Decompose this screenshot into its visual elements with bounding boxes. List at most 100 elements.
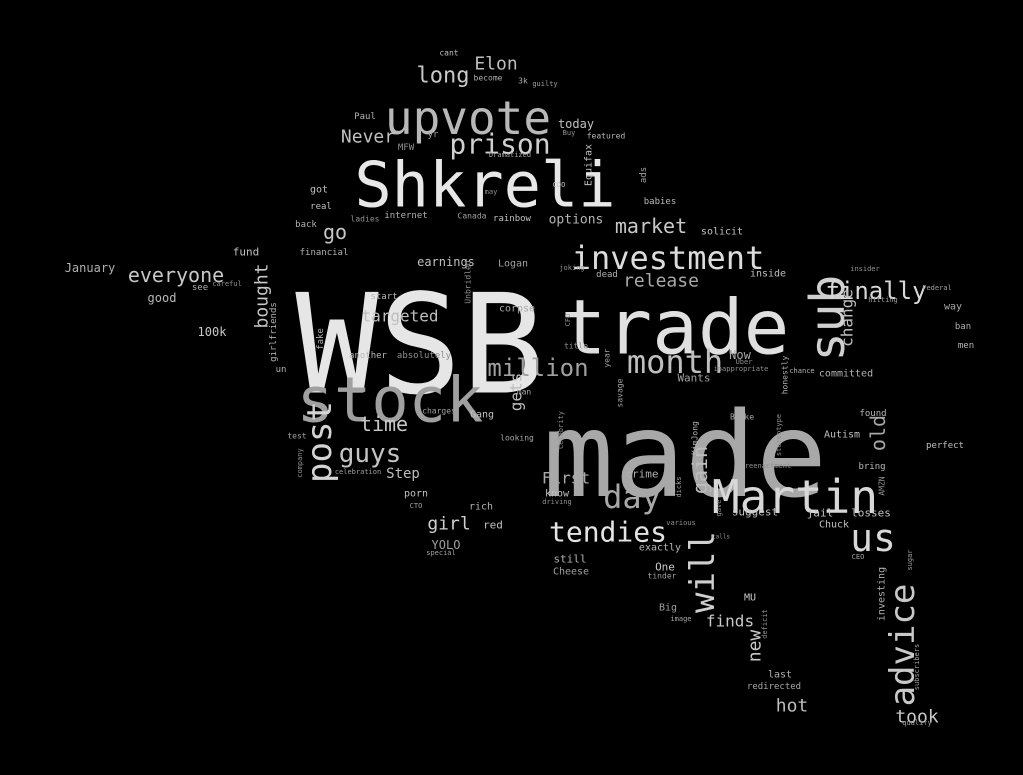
cloud-word: perfect bbox=[926, 441, 964, 451]
cloud-word: gets bbox=[507, 373, 526, 412]
cloud-word: release bbox=[623, 271, 699, 292]
cloud-word: gave bbox=[715, 500, 723, 517]
cloud-word: real bbox=[310, 202, 332, 212]
cloud-word: know bbox=[545, 489, 570, 500]
cloud-word: last bbox=[768, 670, 792, 681]
cloud-word: insider bbox=[850, 265, 880, 273]
cloud-word: year bbox=[603, 348, 612, 367]
cloud-word: Big bbox=[659, 603, 677, 614]
cloud-word: sugar bbox=[906, 549, 914, 570]
cloud-word: CFO bbox=[564, 314, 572, 327]
cloud-word: COO bbox=[553, 181, 566, 189]
cloud-word: found bbox=[859, 409, 886, 419]
cloud-word: day bbox=[603, 478, 661, 516]
cloud-word: Unbridled bbox=[464, 260, 473, 304]
cloud-word: post bbox=[300, 401, 340, 483]
cloud-word: start bbox=[370, 292, 397, 302]
cloud-word: old bbox=[866, 415, 890, 451]
cloud-word: girl bbox=[427, 514, 470, 535]
cloud-word: internet bbox=[384, 211, 427, 221]
cloud-word: deficit bbox=[761, 609, 769, 639]
cloud-word: One bbox=[655, 561, 675, 574]
cloud-word: corpse bbox=[499, 304, 535, 315]
cloud-word: Autism bbox=[824, 430, 860, 441]
cloud-word: inappropriate bbox=[714, 365, 769, 373]
cloud-word: Chuck bbox=[819, 520, 849, 531]
cloud-word: tendies bbox=[549, 516, 667, 549]
cloud-word: January bbox=[65, 261, 116, 275]
cloud-word: babies bbox=[644, 197, 677, 207]
cloud-word: title bbox=[564, 342, 588, 351]
cloud-word: qualify bbox=[902, 719, 932, 727]
cloud-word: inside bbox=[750, 269, 786, 280]
cloud-word: Martin bbox=[712, 470, 878, 524]
cloud-word: good bbox=[148, 291, 177, 305]
cloud-word: financial bbox=[300, 248, 349, 258]
cloud-word: Cheese bbox=[553, 567, 589, 578]
cloud-word: took bbox=[895, 707, 939, 728]
cloud-word: Wants bbox=[677, 372, 710, 385]
cloud-word: company bbox=[296, 448, 304, 478]
cloud-word: new bbox=[745, 630, 766, 663]
cloud-word: honestly bbox=[781, 356, 790, 395]
cloud-word: jail bbox=[807, 507, 834, 520]
cloud-word: month bbox=[627, 343, 723, 381]
cloud-word: Buy bbox=[563, 129, 576, 137]
cloud-word: MFW bbox=[398, 143, 415, 153]
cloud-word: Equifax bbox=[584, 144, 595, 186]
cloud-word: tinder bbox=[648, 572, 677, 581]
cloud-word: subscribers bbox=[913, 644, 921, 690]
cloud-word: looking bbox=[500, 434, 534, 443]
cloud-word: investment bbox=[572, 239, 765, 277]
cloud-word: prison bbox=[449, 128, 550, 161]
cloud-word: rainbow bbox=[493, 214, 532, 224]
cloud-word: options bbox=[549, 213, 604, 228]
cloud-word: Gang bbox=[470, 410, 494, 421]
cloud-word: 100k bbox=[198, 325, 228, 339]
cloud-word: become bbox=[474, 74, 503, 83]
cloud-word: advice bbox=[883, 584, 923, 707]
cloud-word: earnings bbox=[417, 255, 475, 269]
cloud-word: reenactment bbox=[745, 462, 791, 470]
cloud-word: Paul bbox=[354, 112, 376, 122]
cloud-word: targeted bbox=[361, 307, 438, 326]
cloud-word: sub bbox=[800, 275, 856, 362]
cloud-word: Celebrity bbox=[557, 411, 565, 449]
cloud-word: various bbox=[666, 519, 696, 527]
cloud-word: test bbox=[287, 432, 306, 441]
cloud-word: suggest bbox=[732, 506, 778, 519]
cloud-word: image bbox=[670, 615, 691, 623]
cloud-word: hitting bbox=[868, 296, 898, 304]
cloud-word: back bbox=[295, 220, 317, 230]
cloud-word: ladies bbox=[351, 215, 380, 224]
cloud-word: WSB bbox=[295, 265, 544, 426]
cloud-word: got bbox=[310, 185, 328, 196]
cloud-word: men bbox=[958, 341, 974, 351]
cloud-word: joking bbox=[559, 264, 584, 272]
cloud-word: porn bbox=[404, 489, 428, 500]
cloud-word: KimJong bbox=[691, 421, 700, 455]
cloud-word: special bbox=[426, 549, 456, 557]
cloud-word: un bbox=[276, 365, 287, 375]
cloud-word: Dramatized bbox=[489, 151, 531, 159]
cloud-word: Now bbox=[729, 348, 751, 362]
cloud-word: dicks bbox=[675, 476, 683, 497]
cloud-word: bring bbox=[858, 462, 885, 472]
cloud-word: everyone bbox=[128, 263, 224, 287]
cloud-word: Step bbox=[386, 466, 420, 482]
cloud-word: see bbox=[192, 283, 208, 293]
cloud-word: Logan bbox=[498, 259, 528, 270]
cloud-word: red bbox=[483, 519, 503, 532]
cloud-word: driving bbox=[542, 498, 572, 506]
cloud-word: man bbox=[517, 388, 532, 397]
cloud-word: upvote bbox=[385, 91, 551, 145]
cloud-word: chance bbox=[789, 367, 814, 375]
cloud-word: First bbox=[542, 469, 590, 488]
cloud-word: bought bbox=[252, 263, 273, 328]
cloud-word: guilty bbox=[532, 80, 557, 88]
cloud-word: Canada bbox=[458, 212, 487, 221]
cloud-word: ban bbox=[955, 322, 971, 332]
cloud-word: AMZN bbox=[878, 476, 887, 495]
cloud-word: Shkreli bbox=[354, 149, 615, 222]
cloud-word: gain bbox=[688, 446, 712, 494]
